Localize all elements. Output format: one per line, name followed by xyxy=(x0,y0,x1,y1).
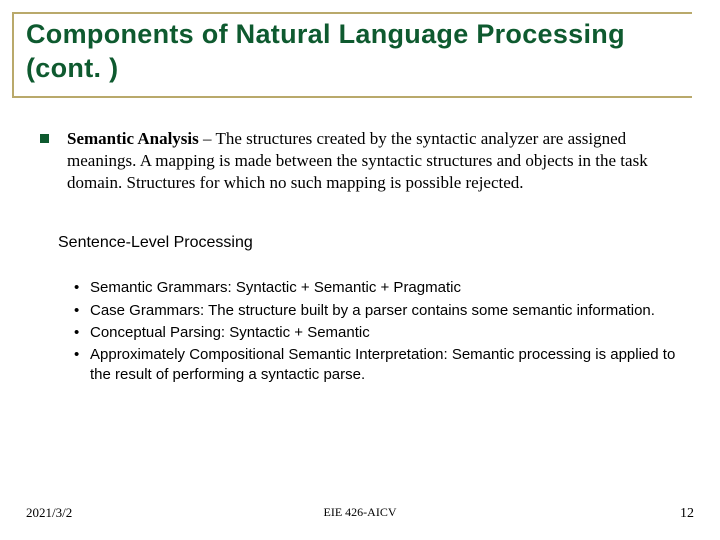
title-rule-left xyxy=(12,12,14,98)
slide-body: Semantic Analysis – The structures creat… xyxy=(40,128,680,388)
square-bullet-icon xyxy=(40,134,49,143)
title-rule-bottom xyxy=(12,96,692,98)
slide-footer: 2021/3/2 EIE 426-AICV 12 xyxy=(26,505,694,522)
main-bullet-lead: Semantic Analysis xyxy=(67,129,199,148)
subheading: Sentence-Level Processing xyxy=(58,234,680,252)
list-item: Case Grammars: The structure built by a … xyxy=(74,301,680,321)
main-bullet-text: Semantic Analysis – The structures creat… xyxy=(67,128,680,194)
sub-bullet-list: Semantic Grammars: Syntactic + Semantic … xyxy=(74,278,680,385)
footer-date: 2021/3/2 xyxy=(26,505,72,521)
list-item: Conceptual Parsing: Syntactic + Semantic xyxy=(74,323,680,343)
footer-page-number: 12 xyxy=(680,506,694,522)
title-rule-top xyxy=(12,12,692,14)
list-item: Semantic Grammars: Syntactic + Semantic … xyxy=(74,278,680,298)
slide-title: Components of Natural Language Processin… xyxy=(26,18,696,86)
footer-center: EIE 426-AICV xyxy=(324,505,397,520)
main-bullet-row: Semantic Analysis – The structures creat… xyxy=(40,128,680,194)
list-item: Approximately Compositional Semantic Int… xyxy=(74,345,680,386)
